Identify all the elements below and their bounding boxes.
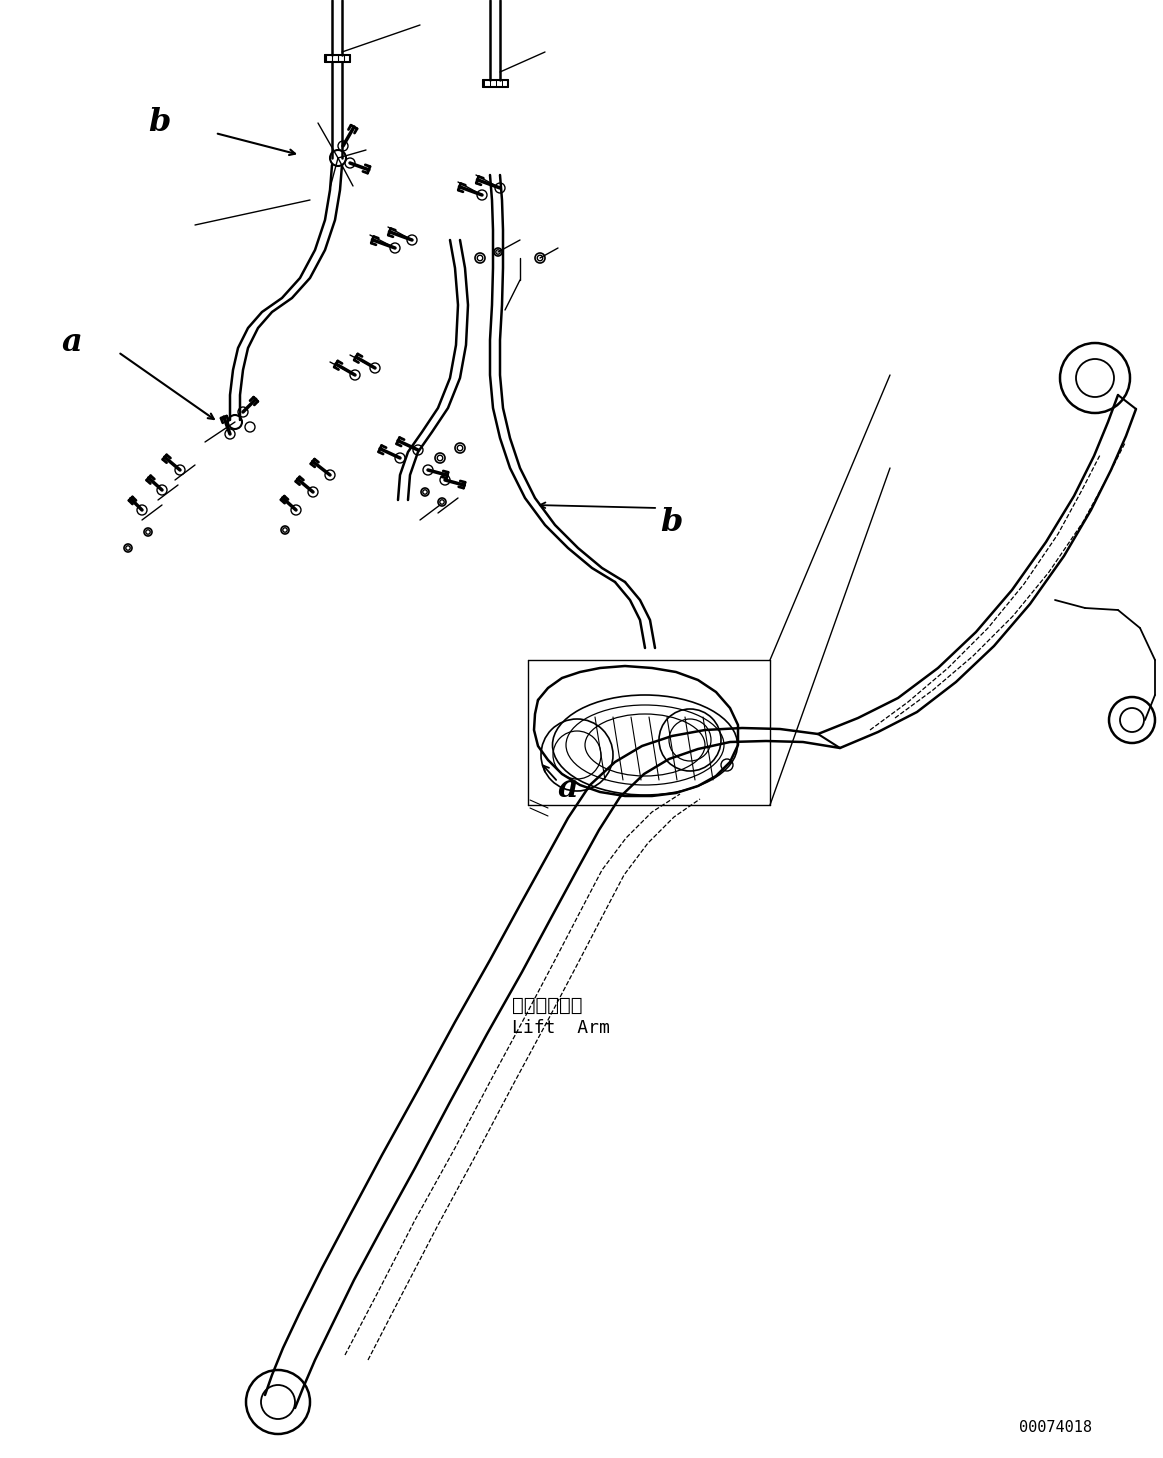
Text: a: a bbox=[558, 773, 579, 803]
Text: b: b bbox=[659, 506, 683, 538]
Text: リフトアーム: リフトアーム bbox=[512, 996, 583, 1015]
Text: a: a bbox=[62, 327, 83, 357]
Text: 00074018: 00074018 bbox=[1019, 1420, 1092, 1436]
Text: Lift  Arm: Lift Arm bbox=[512, 1019, 609, 1037]
Text: b: b bbox=[148, 106, 170, 137]
